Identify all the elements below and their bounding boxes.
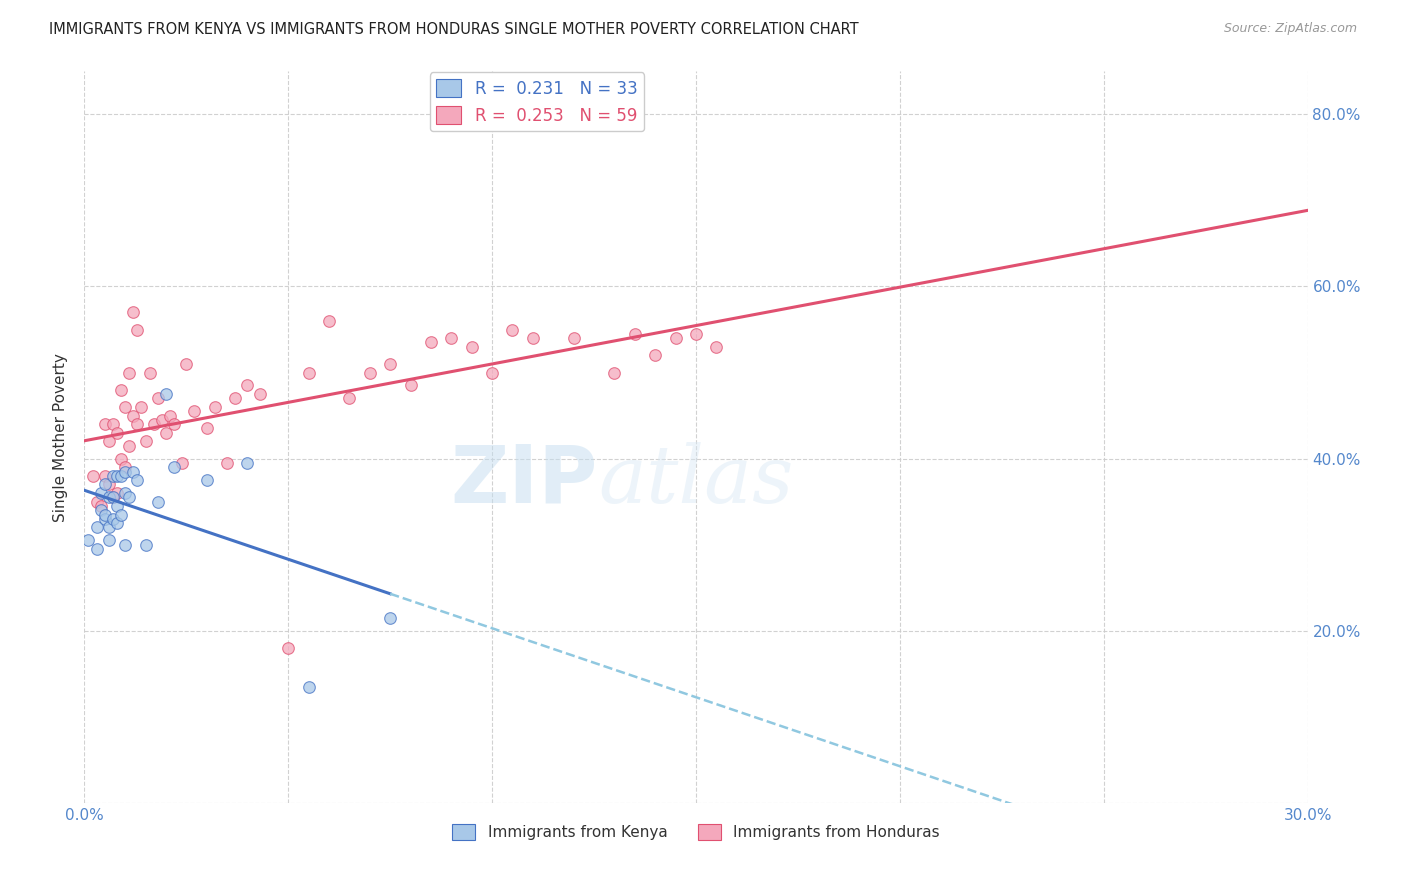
- Text: ZIP: ZIP: [451, 442, 598, 520]
- Point: [135, 434, 157, 449]
- Point: [90, 499, 112, 513]
- Point: [105, 486, 128, 500]
- Text: atlas: atlas: [598, 442, 793, 520]
- Point: [122, 465, 145, 479]
- Point: [97, 434, 120, 449]
- Point: [142, 417, 165, 432]
- Point: [77, 533, 100, 548]
- Point: [502, 322, 524, 336]
- Point: [277, 640, 299, 655]
- Point: [298, 366, 321, 380]
- Point: [665, 331, 688, 345]
- Point: [110, 468, 132, 483]
- Point: [603, 366, 626, 380]
- Point: [481, 366, 503, 380]
- Point: [105, 499, 128, 513]
- Point: [101, 491, 124, 505]
- Point: [93, 468, 115, 483]
- Point: [97, 533, 120, 548]
- Point: [101, 512, 124, 526]
- Point: [138, 366, 160, 380]
- Point: [146, 494, 169, 508]
- Point: [86, 520, 108, 534]
- Point: [155, 387, 177, 401]
- Point: [685, 326, 707, 341]
- Point: [105, 425, 128, 440]
- Point: [624, 326, 647, 341]
- Point: [114, 460, 136, 475]
- Point: [224, 392, 246, 406]
- Point: [339, 392, 361, 406]
- Point: [706, 340, 728, 354]
- Point: [461, 340, 484, 354]
- Point: [118, 366, 141, 380]
- Point: [135, 538, 157, 552]
- Point: [127, 417, 149, 432]
- Point: [90, 503, 112, 517]
- Point: [114, 486, 136, 500]
- Point: [163, 417, 186, 432]
- Point: [105, 468, 128, 483]
- Point: [110, 451, 132, 466]
- Point: [110, 383, 132, 397]
- Point: [249, 387, 271, 401]
- Y-axis label: Single Mother Poverty: Single Mother Poverty: [53, 352, 69, 522]
- Point: [86, 541, 108, 556]
- Point: [298, 680, 321, 694]
- Point: [105, 516, 128, 530]
- Point: [101, 417, 124, 432]
- Point: [183, 404, 205, 418]
- Point: [204, 400, 226, 414]
- Point: [174, 357, 197, 371]
- Point: [93, 512, 115, 526]
- Point: [236, 456, 259, 470]
- Point: [118, 491, 141, 505]
- Point: [217, 456, 239, 470]
- Point: [318, 314, 340, 328]
- Point: [93, 508, 115, 522]
- Point: [420, 335, 443, 350]
- Point: [195, 421, 218, 435]
- Point: [110, 508, 132, 522]
- Point: [359, 366, 381, 380]
- Point: [380, 611, 402, 625]
- Text: Source: ZipAtlas.com: Source: ZipAtlas.com: [1223, 22, 1357, 36]
- Point: [114, 465, 136, 479]
- Point: [127, 473, 149, 487]
- Text: IMMIGRANTS FROM KENYA VS IMMIGRANTS FROM HONDURAS SINGLE MOTHER POVERTY CORRELAT: IMMIGRANTS FROM KENYA VS IMMIGRANTS FROM…: [49, 22, 859, 37]
- Point: [97, 491, 120, 505]
- Point: [122, 409, 145, 423]
- Point: [93, 477, 115, 491]
- Point: [644, 348, 666, 362]
- Point: [146, 392, 169, 406]
- Point: [159, 409, 181, 423]
- Point: [118, 439, 141, 453]
- Point: [90, 486, 112, 500]
- Point: [195, 473, 218, 487]
- Point: [150, 413, 173, 427]
- Point: [101, 491, 124, 505]
- Point: [522, 331, 544, 345]
- Point: [163, 460, 186, 475]
- Point: [114, 400, 136, 414]
- Point: [172, 456, 194, 470]
- Point: [155, 425, 177, 440]
- Point: [114, 538, 136, 552]
- Point: [380, 357, 402, 371]
- Point: [82, 468, 104, 483]
- Point: [122, 305, 145, 319]
- Point: [97, 520, 120, 534]
- Point: [562, 331, 585, 345]
- Legend: Immigrants from Kenya, Immigrants from Honduras: Immigrants from Kenya, Immigrants from H…: [446, 817, 946, 847]
- Point: [93, 417, 115, 432]
- Point: [440, 331, 463, 345]
- Point: [399, 378, 422, 392]
- Point: [97, 477, 120, 491]
- Point: [131, 400, 153, 414]
- Point: [101, 468, 124, 483]
- Point: [236, 378, 259, 392]
- Point: [127, 322, 149, 336]
- Point: [86, 494, 108, 508]
